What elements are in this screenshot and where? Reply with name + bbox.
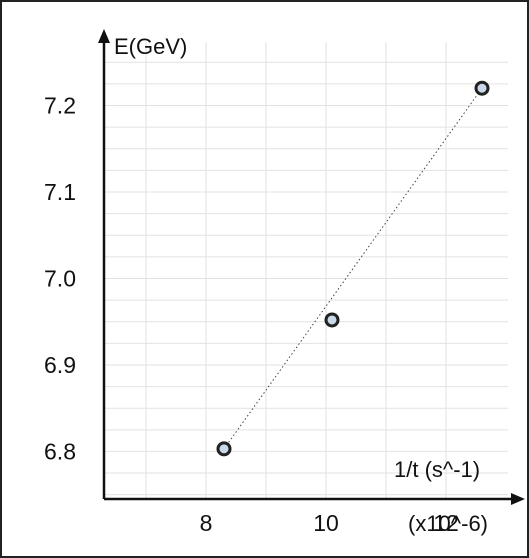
y-tick-label: 6.8 xyxy=(44,438,76,464)
x-tick-label: 8 xyxy=(200,510,213,536)
x-tick-labels: 8 10 12 xyxy=(200,510,459,536)
y-tick-label: 7.1 xyxy=(44,179,76,205)
data-point xyxy=(474,80,490,96)
x-tick-label: 12 xyxy=(433,510,459,536)
x-tick-label: 10 xyxy=(313,510,339,536)
y-tick-labels: 6.8 6.9 7.0 7.1 7.2 xyxy=(44,93,76,465)
data-points xyxy=(216,80,490,457)
x-axis-arrow xyxy=(511,493,525,505)
y-axis-label: E(GeV) xyxy=(114,34,187,59)
grid xyxy=(104,42,508,499)
y-tick-label: 7.0 xyxy=(44,265,76,291)
fit-line xyxy=(223,87,483,450)
data-point xyxy=(324,312,340,328)
x-axis-label: 1/t (s^-1) xyxy=(394,457,480,482)
y-tick-label: 6.9 xyxy=(44,352,76,378)
x-multiplier-label: (x10^-6) xyxy=(408,511,488,536)
data-point xyxy=(216,441,232,457)
y-axis-arrow xyxy=(98,29,110,43)
y-tick-label: 7.2 xyxy=(44,93,76,119)
